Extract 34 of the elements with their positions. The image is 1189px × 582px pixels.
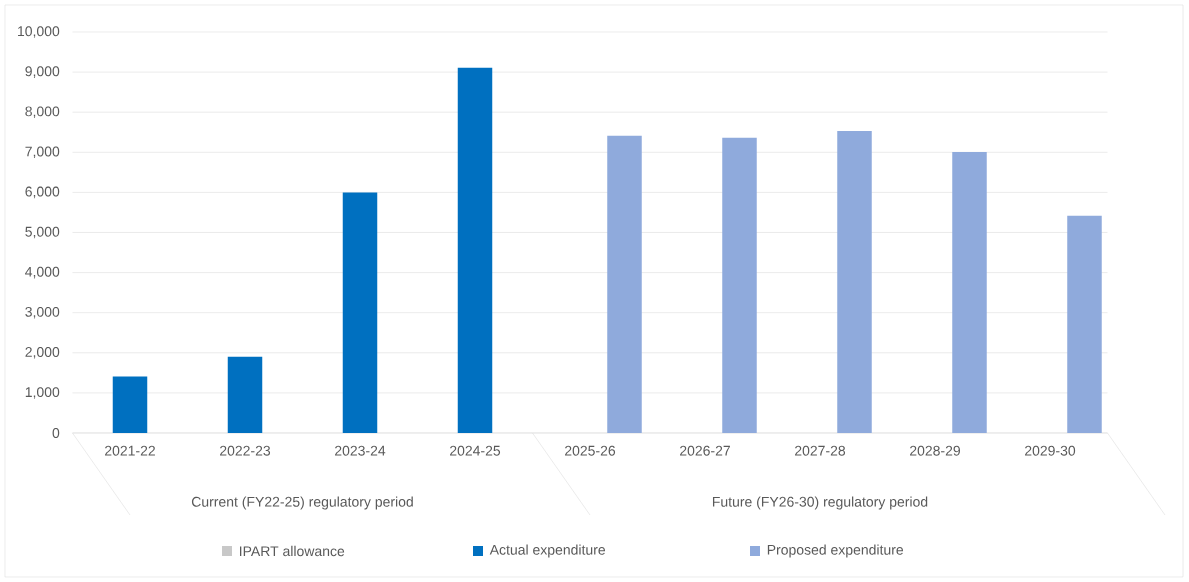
text: Future (FY26-30) regulatory period	[712, 496, 928, 510]
y-tick-label: 8,000	[25, 106, 60, 118]
x-tick-label: 2025-26	[565, 445, 616, 456]
y-tick-label: 7,000	[25, 146, 60, 159]
bar	[722, 137, 757, 433]
bar	[952, 151, 987, 433]
x-tick-label: 2023-24	[335, 445, 386, 456]
legend-label: Proposed expenditure	[767, 544, 904, 558]
y-tick-label: 1,000	[25, 387, 60, 399]
y-tick-label: 5,000	[25, 226, 60, 239]
legend-label: Actual expenditure	[489, 544, 606, 558]
text: Current (FY22-25) regulatory period	[191, 496, 413, 510]
x-tick-label: 2024-25	[450, 445, 501, 456]
x-tick-label: 2021-22	[105, 445, 155, 456]
y-tick-label: 10,000	[18, 26, 60, 38]
x-tick-label: 2027-28	[795, 445, 846, 456]
x-tick-label: 2029-30	[1025, 445, 1076, 456]
y-tick-label: 4,000	[25, 266, 60, 279]
x-tick-label: 2026-27	[680, 445, 730, 456]
y-tick-label: 2,000	[25, 347, 60, 359]
bar	[342, 192, 378, 433]
bar	[227, 356, 263, 433]
x-tick-label: 2022-23	[220, 445, 271, 456]
bar	[1067, 215, 1102, 433]
y-tick-label: 3,000	[25, 306, 60, 319]
bar	[112, 376, 148, 433]
legend-label: IPART allowance	[240, 545, 345, 557]
bar	[457, 67, 493, 433]
bar	[607, 135, 642, 433]
x-tick-label: 2028-29	[910, 445, 960, 456]
y-tick-label: 6,000	[25, 186, 60, 199]
bar	[837, 131, 872, 433]
y-tick-label: 9,000	[25, 66, 60, 78]
y-tick-label: 0	[52, 428, 60, 438]
